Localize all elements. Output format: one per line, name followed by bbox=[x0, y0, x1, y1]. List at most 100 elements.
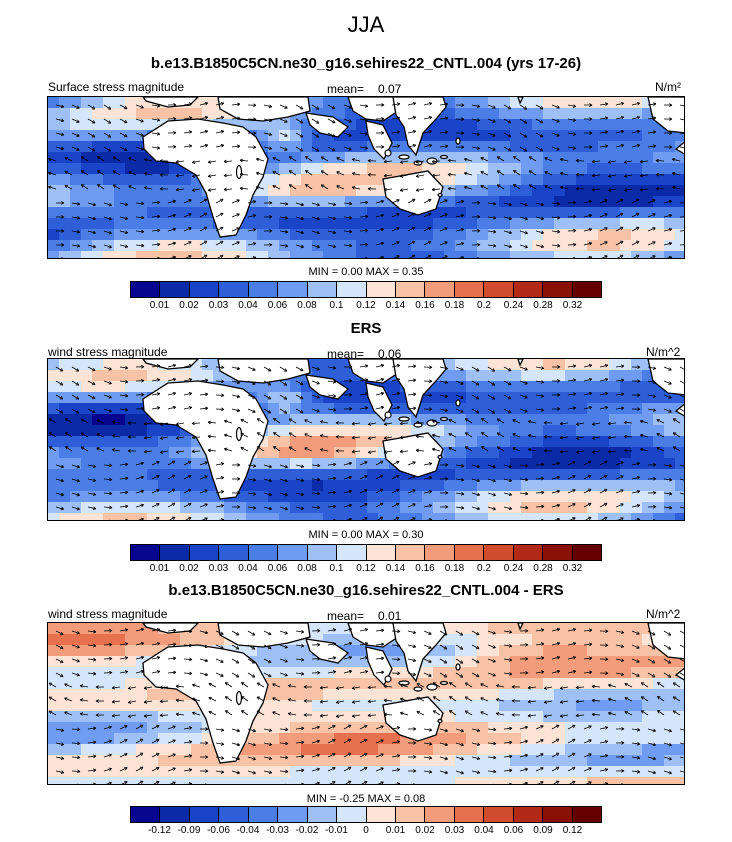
panel-2-minmax: MIN = 0.00 MAX = 0.30 bbox=[308, 529, 424, 541]
wind-vectors bbox=[48, 363, 684, 520]
colorbar-swatch bbox=[131, 545, 161, 560]
colorbar-swatch bbox=[248, 807, 279, 822]
colorbar-tick-label: -0.03 bbox=[266, 825, 289, 836]
colorbar-swatch bbox=[278, 545, 308, 560]
colorbar-tick-label: 0.06 bbox=[267, 300, 288, 311]
colorbar-tick-label: 0.01 bbox=[149, 300, 170, 311]
colorbar-swatch bbox=[366, 545, 396, 560]
colorbar-swatch bbox=[454, 807, 485, 822]
colorbar-swatch bbox=[307, 807, 338, 822]
map-canvas bbox=[48, 359, 684, 520]
colorbar-swatch bbox=[160, 545, 190, 560]
colorbar-swatch bbox=[219, 807, 249, 822]
colorbar-tick-label: 0.24 bbox=[503, 563, 524, 574]
colorbar-swatch bbox=[454, 282, 485, 297]
colorbar-swatch bbox=[337, 807, 367, 822]
colorbar-tick-label: 0.04 bbox=[474, 825, 494, 836]
colorbar-tick-label: 0.03 bbox=[208, 563, 229, 574]
continents bbox=[142, 97, 684, 238]
colorbar-swatch bbox=[131, 282, 161, 297]
colorbar-swatch bbox=[131, 807, 161, 822]
colorbar-tick-label: 0.12 bbox=[356, 563, 376, 574]
wind-vectors bbox=[48, 627, 684, 784]
colorbar-swatch bbox=[366, 282, 396, 297]
colorbar-tick-label: 0.28 bbox=[533, 300, 553, 311]
colorbar-tick-label: 0.03 bbox=[208, 300, 229, 311]
colorbar-swatch bbox=[189, 807, 220, 822]
colorbar-swatch bbox=[543, 282, 573, 297]
colorbar-swatch bbox=[248, 282, 279, 297]
colorbar-swatch bbox=[425, 807, 455, 822]
colorbar-swatch bbox=[484, 807, 514, 822]
colorbar-tick-label: 0.01 bbox=[149, 563, 170, 574]
colorbar-tick-label: 0.18 bbox=[444, 300, 465, 311]
main-title: JJA bbox=[347, 12, 385, 37]
colorbar-swatch bbox=[278, 282, 308, 297]
colorbar-tick-label: 0.02 bbox=[179, 563, 199, 574]
colorbar-tick-label: 0.12 bbox=[356, 300, 376, 311]
colorbar-swatch bbox=[395, 282, 426, 297]
panel-2-colorbar bbox=[130, 544, 602, 561]
colorbar-tick-label: 0.01 bbox=[385, 825, 406, 836]
colorbar-tick-label: 0.02 bbox=[179, 300, 199, 311]
panel-2-colorbar-ticks: 0.01 0.02 0.03 0.04 0.06 0.08 0.1 0.12 0.14 0.16 0… bbox=[130, 563, 602, 577]
colorbar-tick-label: -0.12 bbox=[148, 825, 171, 836]
colorbar-tick-label: 0.2 bbox=[477, 300, 491, 311]
panel-2-title: ERS bbox=[350, 320, 382, 337]
colorbar-swatch bbox=[484, 282, 514, 297]
panel-3-minmax: MIN = -0.25 MAX = 0.08 bbox=[306, 793, 426, 805]
colorbar-tick-label: 0.16 bbox=[415, 563, 435, 574]
colorbar-swatch bbox=[543, 807, 573, 822]
colorbar-swatch bbox=[248, 545, 279, 560]
colorbar-tick-label: 0.04 bbox=[238, 563, 258, 574]
colorbar-swatch bbox=[189, 282, 220, 297]
colorbar-tick-label: -0.01 bbox=[325, 825, 348, 836]
panel-3-colorbar-ticks: -0.12 -0.09 -0.06 -0.04 -0.03 -0.02 -0.01 0 0.01… bbox=[130, 825, 602, 839]
panel-1-colorbar bbox=[130, 281, 602, 298]
colorbar-tick-label: -0.04 bbox=[236, 825, 260, 836]
colorbar-swatch bbox=[366, 807, 396, 822]
colorbar-tick-label: 0.09 bbox=[533, 825, 553, 836]
panel-3-mean-label: mean= bbox=[327, 609, 365, 623]
colorbar-swatch bbox=[395, 545, 426, 560]
panel-1-colorbar-ticks: 0.01 0.02 0.03 0.04 0.06 0.08 0.1 0.12 0.14 0.16 0… bbox=[130, 300, 602, 314]
colorbar-tick-label: 0.28 bbox=[533, 563, 553, 574]
colorbar-swatch bbox=[543, 545, 573, 560]
colorbar-tick-label: 0.08 bbox=[297, 300, 317, 311]
colorbar-swatch bbox=[572, 807, 601, 822]
colorbar-tick-label: 0.03 bbox=[444, 825, 465, 836]
colorbar-swatch bbox=[484, 545, 514, 560]
colorbar-tick-label: -0.02 bbox=[295, 825, 319, 836]
panel-2-map bbox=[47, 358, 685, 521]
colorbar-tick-label: -0.06 bbox=[207, 825, 230, 836]
colorbar-swatch bbox=[307, 545, 338, 560]
panel-1-mean-label: mean= bbox=[327, 82, 365, 96]
colorbar-swatch bbox=[395, 807, 426, 822]
panel-2-variable-label: wind stress magnitude bbox=[48, 345, 168, 359]
wind-vectors bbox=[48, 101, 684, 258]
colorbar-tick-label: 0.12 bbox=[562, 825, 583, 836]
colorbar-tick-label: 0.04 bbox=[238, 300, 258, 311]
colorbar-swatch bbox=[189, 545, 220, 560]
colorbar-tick-label: 0.02 bbox=[415, 825, 435, 836]
colorbar-swatch bbox=[425, 282, 455, 297]
panel-1-minmax: MIN = 0.00 MAX = 0.35 bbox=[308, 266, 424, 278]
panel-1-mean-value: 0.07 bbox=[378, 82, 402, 96]
colorbar-swatch bbox=[513, 545, 544, 560]
colorbar-tick-label: 0.2 bbox=[477, 563, 491, 574]
colorbar-swatch bbox=[454, 545, 485, 560]
colorbar-tick-label: 0.14 bbox=[385, 563, 406, 574]
panel-2-mean-label: mean= bbox=[327, 347, 365, 361]
panel-3-variable-label: wind stress magnitude bbox=[48, 607, 168, 621]
colorbar-swatch bbox=[160, 282, 190, 297]
colorbar-swatch bbox=[278, 807, 308, 822]
panel-3-mean-value: 0.01 bbox=[378, 609, 402, 623]
colorbar-tick-label: 0.06 bbox=[267, 563, 288, 574]
colorbar-tick-label: 0.16 bbox=[415, 300, 435, 311]
colorbar-tick-label: 0.06 bbox=[503, 825, 524, 836]
colorbar-swatch bbox=[219, 545, 249, 560]
panel-3-map bbox=[47, 622, 685, 785]
colorbar-tick-label: 0.24 bbox=[503, 300, 524, 311]
map-canvas bbox=[48, 97, 684, 258]
colorbar-tick-label: 0.1 bbox=[329, 563, 344, 574]
